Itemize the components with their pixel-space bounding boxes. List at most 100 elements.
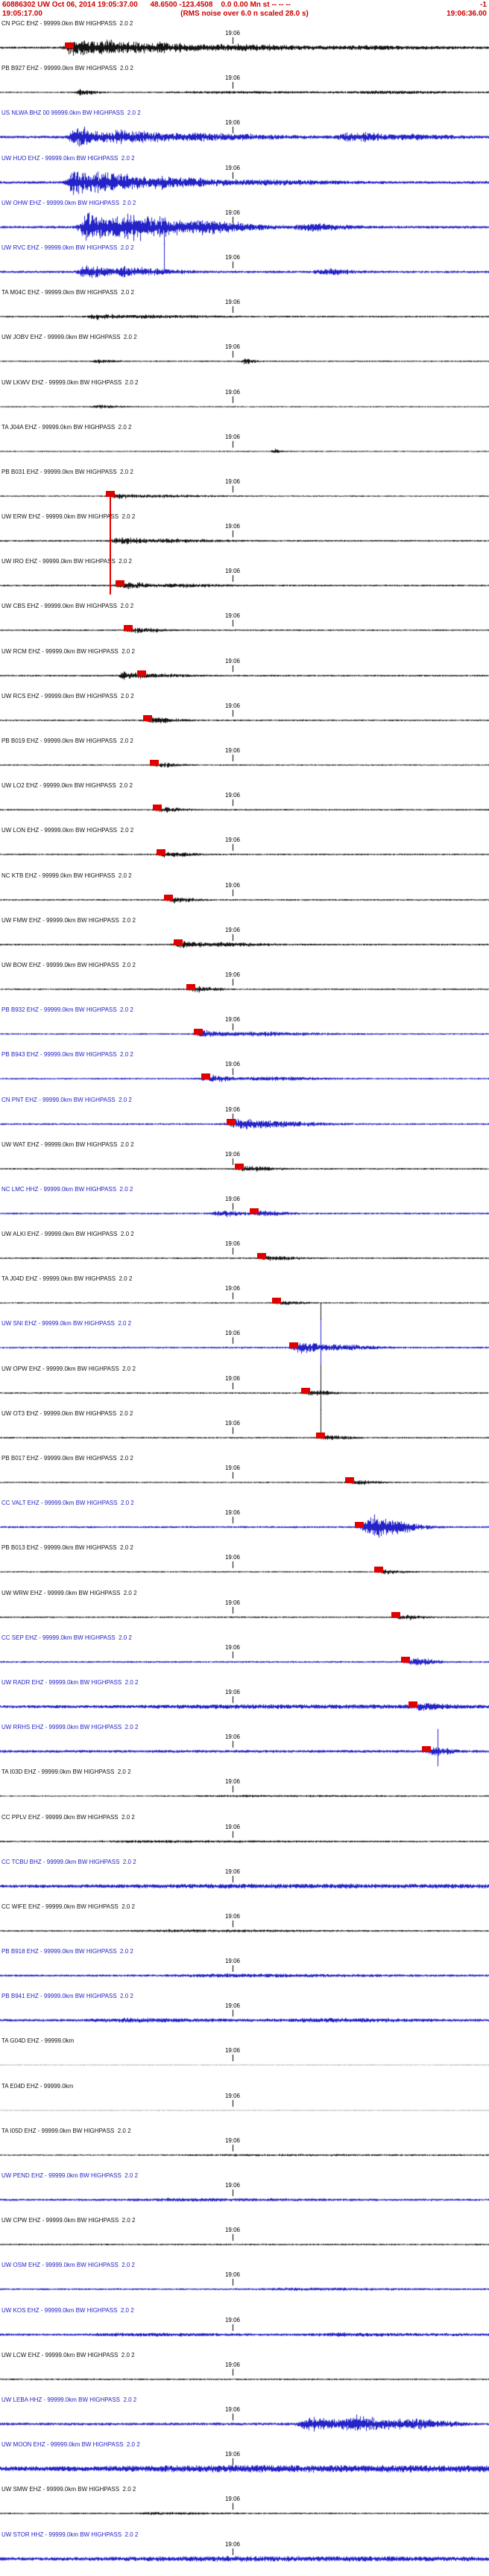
pick-marker[interactable] (226, 1118, 236, 1125)
trace-row[interactable]: UW LKWV EHZ - 99999.0km BW HIGHPASS 2.0 … (0, 378, 489, 424)
pick-marker[interactable] (355, 1522, 365, 1529)
waveform-canvas[interactable] (0, 467, 489, 513)
waveform-canvas[interactable] (0, 19, 489, 65)
waveform-canvas[interactable] (0, 333, 489, 379)
trace-row[interactable]: UW RCS EHZ - 99999.0km BW HIGHPASS 2.0 2… (0, 691, 489, 737)
trace-row[interactable]: UW SNI EHZ - 99999.0km BW HIGHPASS 2.0 2… (0, 1319, 489, 1365)
trace-row[interactable]: UW RADR EHZ - 99999.0km BW HIGHPASS 2.0 … (0, 1678, 489, 1724)
waveform-canvas[interactable] (0, 1230, 489, 1276)
trace-row[interactable]: UW PEND EHZ - 99999.0km BW HIGHPASS 2.0 … (0, 2171, 489, 2217)
trace-row[interactable]: UW ALKI EHZ - 99999.0km BW HIGHPASS 2.0 … (0, 1230, 489, 1276)
pick-marker[interactable] (422, 1746, 432, 1753)
waveform-canvas[interactable] (0, 2081, 489, 2128)
trace-row[interactable]: CC PPLV EHZ - 99999.0km BW HIGHPASS 2.0 … (0, 1812, 489, 1859)
trace-row[interactable]: TA M04C EHZ - 99999.0km BW HIGHPASS 2.0 … (0, 288, 489, 334)
pick-marker[interactable] (153, 805, 163, 811)
waveform-canvas[interactable] (0, 1857, 489, 1903)
pick-marker[interactable] (401, 1656, 411, 1663)
trace-row[interactable]: UW WRW EHZ - 99999.0km BW HIGHPASS 2.0 2… (0, 1588, 489, 1634)
pick-marker[interactable] (149, 760, 159, 766)
trace-row[interactable]: PB B927 EHZ - 99999.0km BW HIGHPASS 2.0 … (0, 64, 489, 110)
waveform-canvas[interactable] (0, 691, 489, 737)
trace-row[interactable]: UW KOS EHZ - 99999.0km BW HIGHPASS 2.0 2… (0, 2306, 489, 2352)
waveform-canvas[interactable] (0, 960, 489, 1006)
pick-marker[interactable] (288, 1342, 298, 1349)
waveform-canvas[interactable] (0, 2261, 489, 2307)
trace-row[interactable]: UW BOW EHZ - 99999.0km BW HIGHPASS 2.0 2… (0, 960, 489, 1006)
waveform-canvas[interactable] (0, 826, 489, 872)
trace-row[interactable]: UW OHW EHZ - 99999.0km BW HIGHPASS 2.0 2… (0, 198, 489, 244)
waveform-canvas[interactable] (0, 2216, 489, 2262)
trace-row[interactable]: UW LEBA HHZ - 99999.0km BW HIGHPASS 2.0 … (0, 2395, 489, 2441)
waveform-canvas[interactable] (0, 1184, 489, 1231)
waveform-canvas[interactable] (0, 647, 489, 693)
waveform-canvas[interactable] (0, 916, 489, 962)
waveform-canvas[interactable] (0, 1275, 489, 1321)
trace-row[interactable]: TA J04D EHZ - 99999.0km BW HIGHPASS 2.0 … (0, 1275, 489, 1321)
waveform-canvas[interactable] (0, 2126, 489, 2172)
trace-row[interactable]: UW RVC EHZ - 99999.0km BW HIGHPASS 2.0 2… (0, 243, 489, 289)
trace-row[interactable]: UW WAT EHZ - 99999.0km BW HIGHPASS 2.0 2… (0, 1140, 489, 1186)
pick-marker[interactable] (65, 42, 75, 48)
trace-row[interactable]: NC KTB EHZ - 99999.0km BW HIGHPASS 2.0 2… (0, 871, 489, 917)
waveform-canvas[interactable] (0, 1992, 489, 2038)
waveform-canvas[interactable] (0, 1454, 489, 1500)
trace-row[interactable]: UW JOBV EHZ - 99999.0km BW HIGHPASS 2.0 … (0, 333, 489, 379)
trace-row[interactable]: CC SEP EHZ - 99999.0km BW HIGHPASS 2.0 2… (0, 1633, 489, 1679)
trace-row[interactable]: PB B017 EHZ - 99999.0km BW HIGHPASS 2.0 … (0, 1454, 489, 1500)
trace-row[interactable]: CC VALT EHZ - 99999.0km BW HIGHPASS 2.0 … (0, 1499, 489, 1545)
trace-row[interactable]: CC TCBU BHZ - 99999.0km BW HIGHPASS 2.0 … (0, 1857, 489, 1903)
trace-row[interactable]: NC LMC HHZ - 99999.0km BW HIGHPASS 2.0 2… (0, 1184, 489, 1231)
waveform-canvas[interactable] (0, 1544, 489, 1590)
pick-marker[interactable] (235, 1163, 245, 1170)
pick-marker[interactable] (250, 1208, 259, 1214)
trace-row[interactable]: UW IRO EHZ - 99999.0km BW HIGHPASS 2.0 2… (0, 557, 489, 603)
trace-row[interactable]: UW OT3 EHZ - 99999.0km BW HIGHPASS 2.0 2… (0, 1409, 489, 1455)
trace-row[interactable]: UW CPW EHZ - 99999.0km BW HIGHPASS 2.0 2… (0, 2216, 489, 2262)
waveform-canvas[interactable] (0, 422, 489, 469)
trace-row[interactable]: UW HUO EHZ - 99999.0km BW HIGHPASS 2.0 2… (0, 153, 489, 200)
trace-row[interactable]: PB B943 EHZ - 99999.0km BW HIGHPASS 2.0 … (0, 1050, 489, 1097)
waveform-canvas[interactable] (0, 1050, 489, 1097)
pick-marker[interactable] (143, 714, 153, 721)
pick-marker[interactable] (345, 1477, 355, 1483)
pick-marker[interactable] (193, 1029, 203, 1035)
waveform-canvas[interactable] (0, 513, 489, 559)
pick-marker[interactable] (256, 1253, 266, 1260)
trace-row[interactable]: UW SMW EHZ - 99999.0km BW HIGHPASS 2.0 2… (0, 2485, 489, 2531)
trace-row[interactable]: UW OPW EHZ - 99999.0km BW HIGHPASS 2.0 2… (0, 1364, 489, 1410)
trace-row[interactable]: UW OSM EHZ - 99999.0km BW HIGHPASS 2.0 2… (0, 2261, 489, 2307)
trace-row[interactable]: UW CBS EHZ - 99999.0km BW HIGHPASS 2.0 2… (0, 602, 489, 648)
trace-row[interactable]: UW LON EHZ - 99999.0km BW HIGHPASS 2.0 2… (0, 826, 489, 872)
trace-row[interactable]: PB B932 EHZ - 99999.0km BW HIGHPASS 2.0 … (0, 1006, 489, 1052)
trace-row[interactable]: CN PNT EHZ - 99999.0km BW HIGHPASS 2.0 2… (0, 1095, 489, 1141)
waveform-canvas[interactable] (0, 2350, 489, 2396)
trace-row[interactable]: CN PGC EHZ - 99999.0km BW HIGHPASS 2.0 2… (0, 19, 489, 65)
waveform-canvas[interactable] (0, 1499, 489, 1545)
pick-marker[interactable] (174, 939, 183, 945)
waveform-canvas[interactable] (0, 288, 489, 334)
waveform-canvas[interactable] (0, 1006, 489, 1052)
pick-cursor-line[interactable] (109, 493, 111, 594)
waveform-canvas[interactable] (0, 1633, 489, 1679)
pick-marker[interactable] (315, 1432, 325, 1438)
trace-row[interactable]: UW ERW EHZ - 99999.0km BW HIGHPASS 2.0 2… (0, 513, 489, 559)
waveform-canvas[interactable] (0, 737, 489, 782)
pick-marker[interactable] (271, 1298, 281, 1304)
trace-row[interactable]: PB B941 EHZ - 99999.0km BW HIGHPASS 2.0 … (0, 1992, 489, 2038)
trace-row[interactable]: PB B031 EHZ - 99999.0km BW HIGHPASS 2.0 … (0, 467, 489, 594)
waveform-canvas[interactable] (0, 1364, 489, 1410)
trace-row[interactable]: PB B918 EHZ - 99999.0km BW HIGHPASS 2.0 … (0, 1947, 489, 1993)
trace-row[interactable]: TA I03D EHZ - 99999.0km BW HIGHPASS 2.0 … (0, 1768, 489, 1814)
pick-marker[interactable] (186, 983, 195, 990)
waveform-canvas[interactable] (0, 109, 489, 155)
waveform-canvas[interactable] (0, 64, 489, 110)
waveform-canvas[interactable] (0, 557, 489, 603)
trace-row[interactable]: TA I05D EHZ - 99999.0km BW HIGHPASS 2.0 … (0, 2126, 489, 2172)
trace-row[interactable]: UW RCM EHZ - 99999.0km BW HIGHPASS 2.0 2… (0, 647, 489, 693)
waveform-canvas[interactable] (0, 781, 489, 828)
waveform-canvas[interactable] (0, 2171, 489, 2217)
trace-row[interactable]: UW MOON EHZ - 99999.0km BW HIGHPASS 2.0 … (0, 2440, 489, 2487)
waveform-canvas[interactable] (0, 1812, 489, 1859)
waveform-canvas[interactable] (0, 2395, 489, 2441)
